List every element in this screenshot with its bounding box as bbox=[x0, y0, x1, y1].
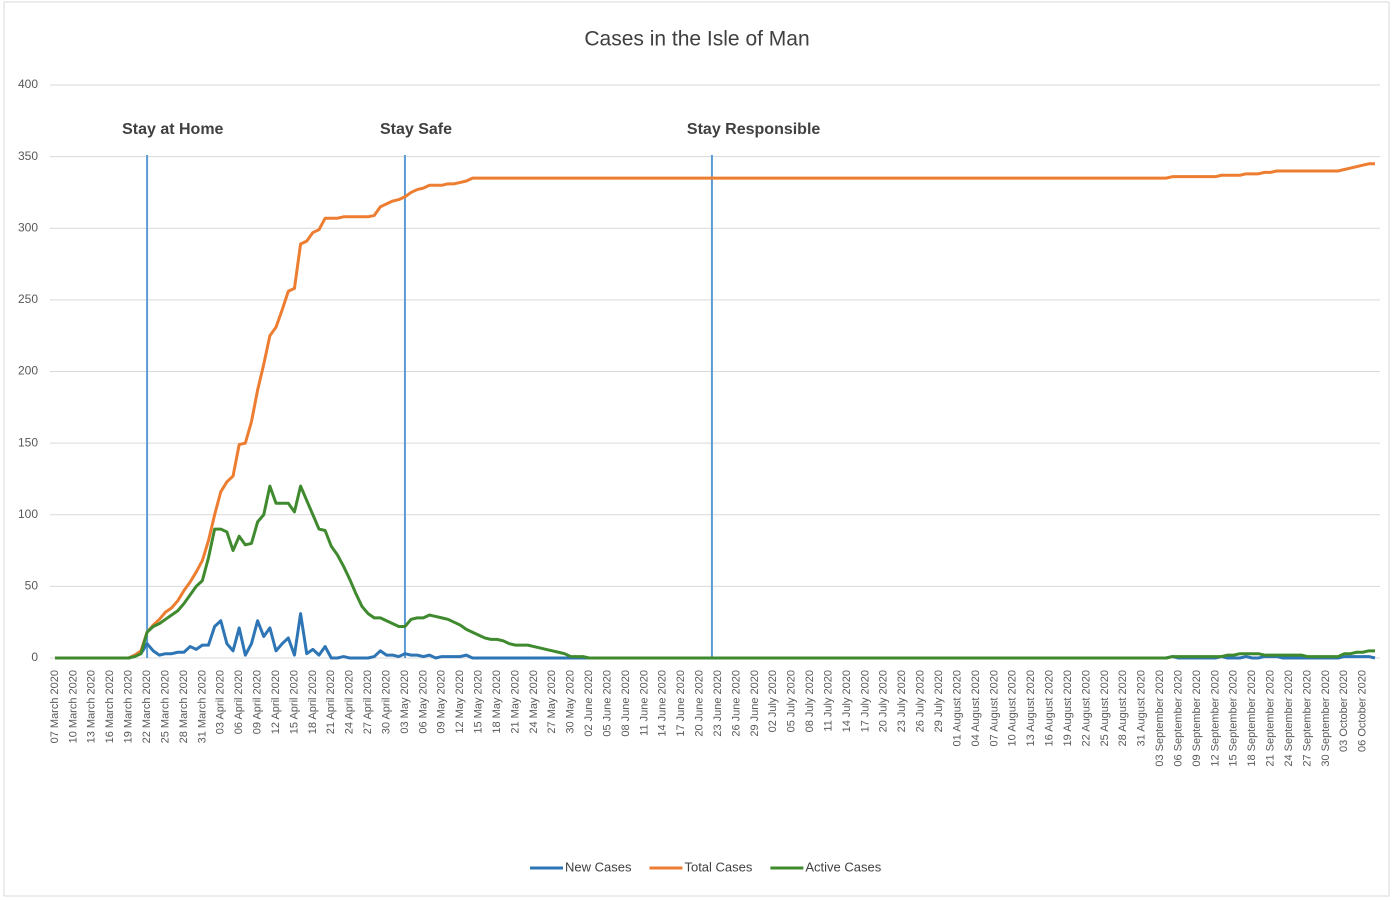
x-tick-label: 12 May 2020 bbox=[454, 670, 466, 734]
x-tick-label: 22 March 2020 bbox=[141, 670, 153, 743]
x-tick-label: 09 April 2020 bbox=[252, 670, 264, 734]
x-tick-label: 20 July 2020 bbox=[878, 670, 890, 732]
x-tick-label: 07 March 2020 bbox=[49, 670, 61, 743]
x-tick-label: 14 July 2020 bbox=[841, 670, 853, 732]
x-tick-label: 03 May 2020 bbox=[399, 670, 411, 734]
x-tick-label: 10 March 2020 bbox=[67, 670, 79, 743]
x-tick-label: 26 June 2020 bbox=[730, 670, 742, 737]
x-tick-label: 27 September 2020 bbox=[1301, 670, 1313, 767]
x-tick-label: 18 April 2020 bbox=[307, 670, 319, 734]
x-tick-label: 13 August 2020 bbox=[1025, 670, 1037, 746]
x-tick-label: 11 June 2020 bbox=[638, 670, 650, 736]
x-tick-label: 16 March 2020 bbox=[104, 670, 116, 743]
x-tick-label: 05 July 2020 bbox=[786, 670, 798, 732]
x-tick-label: 15 April 2020 bbox=[288, 670, 300, 734]
x-tick-label: 27 May 2020 bbox=[546, 670, 558, 734]
x-tick-label: 30 May 2020 bbox=[565, 670, 577, 734]
x-tick-label: 30 April 2020 bbox=[380, 670, 392, 734]
x-tick-label: 03 April 2020 bbox=[215, 670, 227, 734]
x-tick-label: 07 August 2020 bbox=[988, 670, 1000, 746]
x-tick-label: 23 June 2020 bbox=[712, 670, 724, 737]
x-tick-label: 04 August 2020 bbox=[970, 670, 982, 746]
x-tick-label: 12 September 2020 bbox=[1209, 670, 1221, 767]
x-tick-label: 10 August 2020 bbox=[1007, 670, 1019, 746]
legend-label: New Cases bbox=[565, 859, 632, 874]
y-tick-label: 150 bbox=[18, 435, 38, 449]
x-tick-label: 23 July 2020 bbox=[896, 670, 908, 732]
x-tick-label: 03 September 2020 bbox=[1154, 670, 1166, 767]
x-tick-label: 06 April 2020 bbox=[233, 670, 245, 734]
y-tick-label: 0 bbox=[31, 650, 38, 664]
x-tick-label: 14 June 2020 bbox=[657, 670, 669, 737]
x-tick-label: 13 March 2020 bbox=[86, 670, 98, 743]
chart-title: Cases in the Isle of Man bbox=[584, 28, 809, 51]
annotation-label: Stay Safe bbox=[380, 121, 452, 138]
x-tick-label: 21 April 2020 bbox=[325, 670, 337, 734]
x-tick-label: 18 September 2020 bbox=[1246, 670, 1258, 767]
x-tick-label: 06 October 2020 bbox=[1357, 670, 1369, 752]
x-tick-label: 25 March 2020 bbox=[159, 670, 171, 743]
x-tick-label: 17 June 2020 bbox=[675, 670, 687, 737]
y-tick-label: 300 bbox=[18, 220, 38, 234]
x-tick-label: 12 April 2020 bbox=[270, 670, 282, 734]
x-tick-label: 03 October 2020 bbox=[1338, 670, 1350, 752]
x-tick-label: 15 May 2020 bbox=[473, 670, 485, 734]
x-tick-label: 08 June 2020 bbox=[620, 670, 632, 737]
x-tick-label: 26 July 2020 bbox=[915, 670, 927, 732]
x-tick-label: 21 September 2020 bbox=[1265, 670, 1277, 767]
x-tick-label: 16 August 2020 bbox=[1044, 670, 1056, 746]
x-tick-label: 09 September 2020 bbox=[1191, 670, 1203, 767]
x-tick-label: 29 June 2020 bbox=[749, 670, 761, 737]
x-tick-label: 09 May 2020 bbox=[436, 670, 448, 734]
x-tick-label: 28 August 2020 bbox=[1117, 670, 1129, 746]
y-tick-label: 200 bbox=[18, 364, 38, 378]
x-tick-label: 22 August 2020 bbox=[1080, 670, 1092, 746]
chart-border bbox=[3, 1, 1390, 897]
x-tick-label: 08 July 2020 bbox=[804, 670, 816, 732]
x-tick-label: 19 August 2020 bbox=[1062, 670, 1074, 746]
x-tick-label: 18 May 2020 bbox=[491, 670, 503, 734]
x-tick-label: 06 May 2020 bbox=[417, 670, 429, 734]
x-tick-label: 02 July 2020 bbox=[767, 670, 779, 732]
x-tick-label: 28 March 2020 bbox=[178, 670, 190, 743]
x-tick-label: 06 September 2020 bbox=[1172, 670, 1184, 767]
y-tick-label: 100 bbox=[18, 507, 38, 521]
x-tick-label: 24 September 2020 bbox=[1283, 670, 1295, 767]
x-tick-label: 31 August 2020 bbox=[1136, 670, 1148, 746]
y-tick-label: 400 bbox=[18, 77, 38, 91]
x-tick-label: 27 April 2020 bbox=[362, 670, 374, 734]
series-line bbox=[55, 484, 1375, 660]
x-tick-label: 21 May 2020 bbox=[509, 670, 521, 734]
y-tick-label: 250 bbox=[18, 292, 38, 306]
x-tick-label: 15 September 2020 bbox=[1228, 670, 1240, 767]
legend-label: Active Cases bbox=[805, 859, 881, 874]
series-line bbox=[55, 162, 1375, 660]
legend-label: Total Cases bbox=[684, 859, 752, 874]
x-tick-label: 19 March 2020 bbox=[123, 670, 135, 743]
x-tick-label: 24 May 2020 bbox=[528, 670, 540, 734]
x-tick-label: 24 April 2020 bbox=[344, 670, 356, 734]
annotation-label: Stay Responsible bbox=[687, 121, 820, 138]
annotation-label: Stay at Home bbox=[122, 121, 223, 138]
x-tick-label: 11 July 2020 bbox=[822, 670, 834, 732]
x-tick-label: 02 June 2020 bbox=[583, 670, 595, 737]
x-tick-label: 29 July 2020 bbox=[933, 670, 945, 732]
y-tick-label: 50 bbox=[25, 579, 39, 593]
x-tick-label: 25 August 2020 bbox=[1099, 670, 1111, 746]
x-tick-label: 17 July 2020 bbox=[859, 670, 871, 732]
x-tick-label: 31 March 2020 bbox=[196, 670, 208, 743]
x-tick-label: 05 June 2020 bbox=[601, 670, 613, 737]
x-tick-label: 01 August 2020 bbox=[951, 670, 963, 746]
y-tick-label: 350 bbox=[18, 149, 38, 163]
x-tick-label: 20 June 2020 bbox=[694, 670, 706, 737]
x-tick-label: 30 September 2020 bbox=[1320, 670, 1332, 767]
